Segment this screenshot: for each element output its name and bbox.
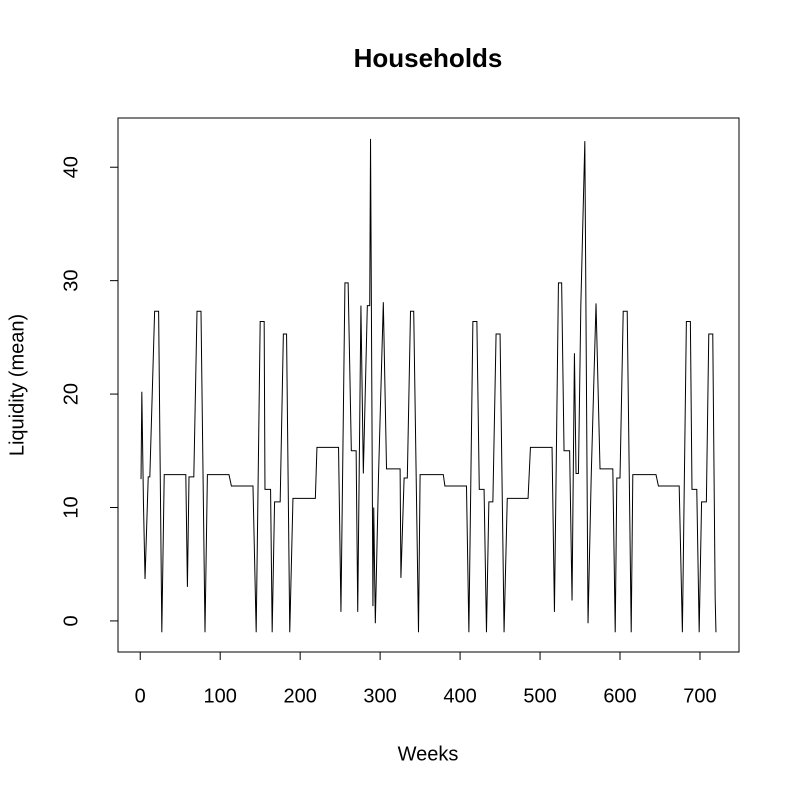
y-tick-label: 10: [60, 496, 82, 518]
y-tick-label: 30: [60, 270, 82, 292]
x-tick-label: 300: [363, 685, 396, 707]
y-tick-label: 40: [60, 156, 82, 178]
x-tick-label: 200: [283, 685, 316, 707]
x-tick-label: 100: [204, 685, 237, 707]
x-tick-label: 0: [135, 685, 146, 707]
y-tick-label: 0: [60, 615, 82, 626]
chart-title: Households: [354, 43, 503, 73]
x-axis-label: Weeks: [398, 743, 459, 765]
x-tick-label: 400: [443, 685, 476, 707]
x-tick-label: 700: [683, 685, 716, 707]
x-tick-label: 600: [603, 685, 636, 707]
series-line: [140, 138, 717, 633]
x-tick-label: 500: [523, 685, 556, 707]
y-axis-label: Liquidity (mean): [6, 314, 28, 456]
y-tick-label: 20: [60, 383, 82, 405]
